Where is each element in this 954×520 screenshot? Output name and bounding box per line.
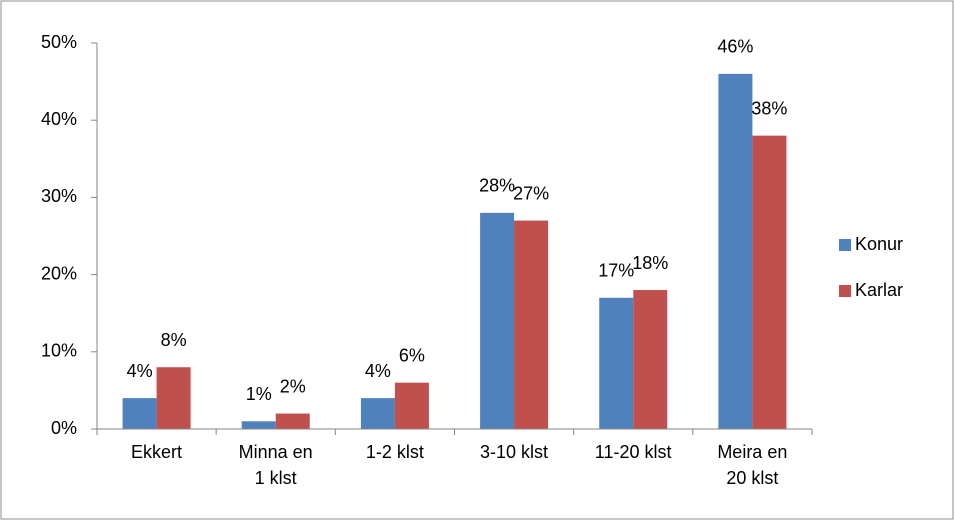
bar xyxy=(394,382,429,429)
bar xyxy=(122,398,157,429)
data-label: 6% xyxy=(399,345,425,365)
data-label: 8% xyxy=(161,330,187,350)
x-tick-label: Ekkert xyxy=(130,442,182,462)
x-tick-label: 1-2 klst xyxy=(365,442,424,462)
legend-swatch xyxy=(839,239,851,251)
bar xyxy=(360,398,395,429)
y-tick-label: 10% xyxy=(41,341,77,361)
data-label: 27% xyxy=(513,183,549,203)
bar xyxy=(718,73,753,429)
y-tick-label: 0% xyxy=(51,418,77,438)
x-tick-label: 11-20 klst xyxy=(594,442,672,462)
bar xyxy=(275,413,310,429)
y-tick-label: 20% xyxy=(41,263,77,283)
y-tick-label: 50% xyxy=(41,32,77,52)
data-label: 4% xyxy=(127,361,153,381)
data-label: 4% xyxy=(365,361,391,381)
bar xyxy=(633,290,668,429)
data-label: 18% xyxy=(632,253,668,273)
bar xyxy=(514,220,549,429)
x-tick-label: Minna en 1 klst xyxy=(238,442,313,488)
data-label: 38% xyxy=(751,98,787,118)
data-label: 1% xyxy=(246,384,272,404)
legend-swatch xyxy=(839,285,851,297)
data-label: 2% xyxy=(280,376,306,396)
x-tick-label: Meira en 20 klst xyxy=(717,442,788,488)
y-tick-label: 40% xyxy=(41,109,77,129)
y-tick-label: 30% xyxy=(41,186,77,206)
legend-label: Konur xyxy=(855,234,903,254)
data-label: 46% xyxy=(717,37,753,57)
bar xyxy=(599,297,634,429)
bar xyxy=(241,421,276,429)
data-label: 17% xyxy=(598,261,634,281)
bar xyxy=(752,135,787,429)
legend-label: Karlar xyxy=(855,280,903,300)
x-tick-label: 3-10 klst xyxy=(479,442,549,462)
bar xyxy=(480,212,515,429)
data-label: 28% xyxy=(479,176,515,196)
bar xyxy=(156,367,191,429)
